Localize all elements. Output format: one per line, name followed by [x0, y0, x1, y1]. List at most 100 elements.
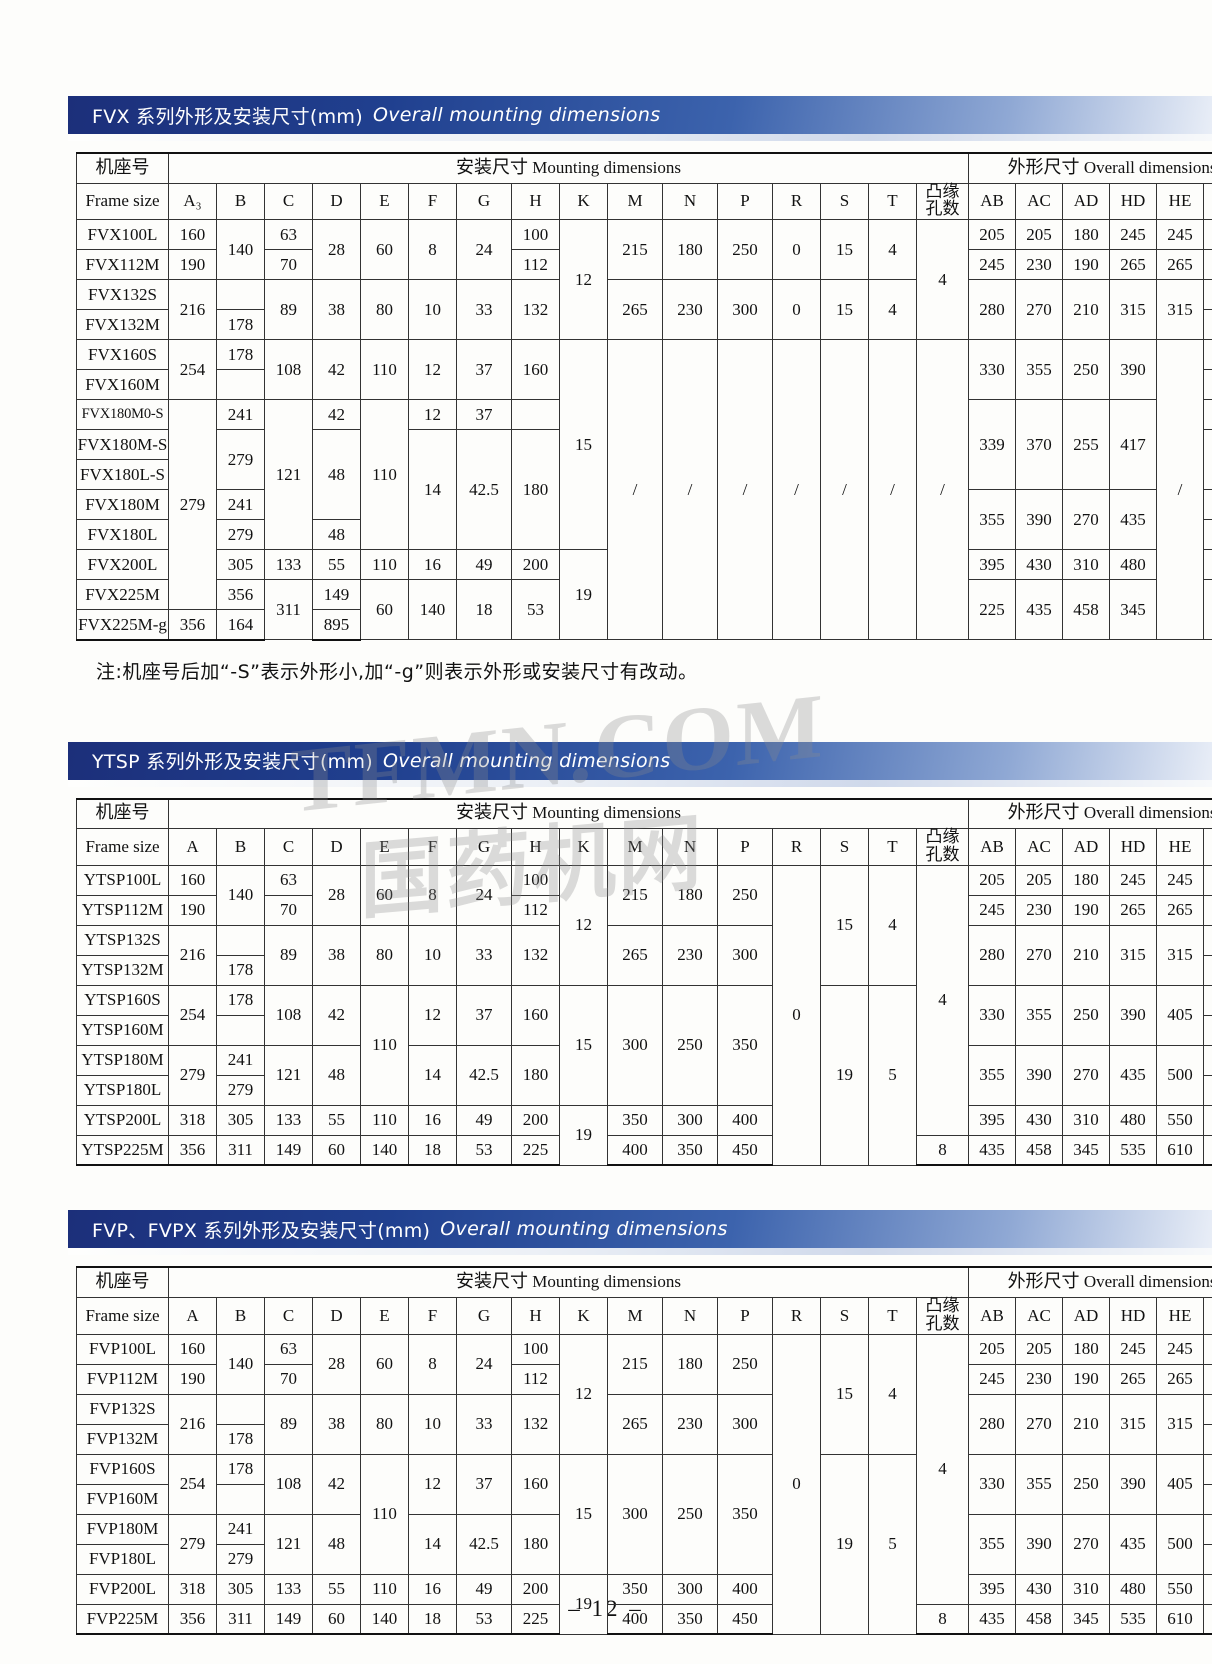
cell-B: [216, 1393, 265, 1425]
cell-H: 180: [511, 1044, 560, 1106]
cell-HE: 550: [1156, 1573, 1205, 1605]
cell-H: 112: [511, 894, 560, 926]
header-col-HE: HE: [1156, 182, 1205, 221]
cell-B: 178: [216, 984, 265, 1016]
table-row: YTSP132S 216 89 38 80 10 33 132 265 230 300 280 270 2…: [76, 924, 1212, 986]
cell-P: 250: [717, 1333, 773, 1395]
table-row: FVX160M 635: [76, 369, 1212, 401]
cell-H: 160: [511, 339, 560, 401]
cell-C: 164: [216, 609, 265, 641]
cell-A: 160: [168, 219, 217, 251]
cell-G: 49: [456, 549, 512, 581]
cell-AC: 430: [1015, 549, 1064, 581]
cell-N: 230: [662, 924, 718, 986]
cell-G: 24: [456, 1333, 512, 1395]
frame-size-cell: FVX160S: [76, 339, 169, 371]
frame-size-cell: FVP200L: [76, 1573, 169, 1605]
cell-F: 12: [408, 1453, 457, 1515]
cell-AD: 180: [1062, 864, 1111, 896]
header-col-L: L: [1203, 1296, 1212, 1335]
cell-B: 311: [216, 1134, 265, 1167]
cell-F: 14: [408, 429, 457, 551]
cell-HD: 315: [1109, 279, 1158, 341]
banner-title-en: Overall mounting dimensions: [383, 749, 671, 772]
frame-size-cell: YTSP132S: [76, 924, 169, 956]
cell-C: 149: [264, 1134, 313, 1167]
cell-D: 55: [312, 1573, 361, 1605]
cell-B: 311: [264, 579, 313, 641]
cell-B: 305: [216, 1104, 265, 1136]
header-col-B: B: [216, 828, 265, 866]
header-group-mounting: 安装尺寸 Mounting dimensions: [167, 1266, 970, 1298]
table-row: FVX225M-g 356 164 895: [76, 609, 1212, 641]
cell-K: 19: [559, 1104, 608, 1166]
cell-B: 178: [216, 1423, 265, 1455]
cell-L: 520: [1203, 924, 1212, 956]
header-col-L: L: [1203, 828, 1212, 866]
cell-P: 350: [717, 1453, 773, 1575]
cell-K: 15: [559, 1453, 608, 1575]
cell-A: 160: [168, 864, 217, 896]
cell-G: 24: [456, 219, 512, 281]
cell-B: 140: [216, 864, 265, 926]
cell-AB: 355: [968, 1513, 1017, 1575]
cell-R: 0: [772, 279, 821, 341]
cell-H: 180: [511, 429, 560, 551]
table-row: YTSP160M 680: [76, 1014, 1212, 1046]
cell-L: 438: [1203, 864, 1212, 896]
cell-P: 300: [717, 279, 773, 341]
cell-AD: 310: [1062, 1104, 1111, 1136]
cell-HE: 265: [1156, 249, 1205, 281]
cell-F: 16: [408, 549, 457, 581]
header-col-D: D: [312, 1296, 361, 1335]
cell-AB: 205: [968, 864, 1017, 896]
header-col-HD: HD: [1109, 828, 1158, 866]
cell-HD: 245: [1109, 1333, 1158, 1365]
header-col-M: M: [607, 182, 663, 221]
cell-P: 250: [717, 864, 773, 926]
cell-AC: 230: [1015, 894, 1064, 926]
cell-S: 15: [820, 279, 869, 341]
header-col-E: E: [360, 828, 409, 866]
cell-B: 279: [216, 1543, 265, 1575]
cell-T: /: [868, 339, 917, 641]
header-group-overall: 外形尺寸 Overall dimensions: [968, 152, 1212, 184]
cell-N: 230: [662, 279, 718, 341]
header-col-H: H: [511, 828, 560, 866]
cell-AB: 435: [1015, 579, 1064, 641]
cell-M: 265: [607, 279, 663, 341]
cell-P: 350: [717, 984, 773, 1106]
cell-F: 14: [408, 1044, 457, 1106]
cell-AB: 330: [968, 1453, 1017, 1515]
cell-L: 635: [1203, 984, 1212, 1016]
header-col-B: B: [216, 182, 265, 221]
header-frame-cn: 机座号: [76, 797, 169, 830]
cell-AC: 430: [1015, 1104, 1064, 1136]
header-col-R: R: [772, 828, 821, 866]
banner-title-en: Overall mounting dimensions: [440, 1218, 728, 1241]
cell-T: 4: [868, 1333, 917, 1455]
cell-HD: 435: [1109, 1044, 1158, 1106]
cell-G: 53: [511, 579, 560, 641]
cell-flange: 4: [915, 1333, 970, 1605]
cell-AC: 205: [1015, 1333, 1064, 1365]
cell-B: [216, 1483, 265, 1515]
cell-AC: 370: [1015, 399, 1064, 491]
cell-T: 4: [868, 279, 917, 341]
cell-A: 160: [168, 1333, 217, 1365]
frame-size-cell: YTSP160M: [76, 1014, 169, 1046]
cell-H: 200: [511, 1104, 560, 1136]
cell-G: 42.5: [456, 429, 512, 551]
cell-AD: 210: [1062, 279, 1111, 341]
cell-AD: 210: [1062, 924, 1111, 986]
cell-D: 28: [312, 864, 361, 926]
cell-C: 108: [264, 1453, 313, 1515]
cell-AB: 280: [968, 1393, 1017, 1455]
cell-L: 769: [1203, 1044, 1212, 1076]
cell-flange: 4: [915, 864, 970, 1136]
cell-HE: 610: [1156, 1134, 1205, 1167]
header-col-L: L: [1203, 182, 1212, 221]
cell-F: 12: [408, 399, 457, 431]
